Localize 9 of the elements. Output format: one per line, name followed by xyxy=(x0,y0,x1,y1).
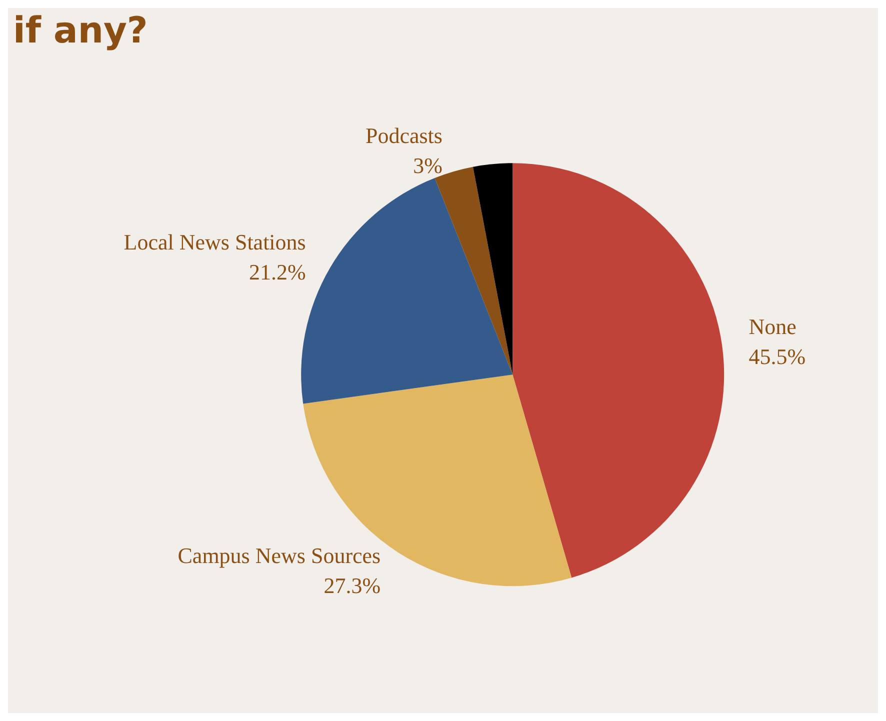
slice-label: Local News Stations xyxy=(124,230,306,255)
data-label: 27.3% xyxy=(324,573,381,598)
data-label: 45.5% xyxy=(748,344,806,370)
data-label: 3% xyxy=(413,152,442,178)
slice-label: None xyxy=(748,314,796,340)
slice-label: Campus News Sources xyxy=(178,543,381,568)
chart-title: if any? xyxy=(13,10,148,52)
data-label: 21.2% xyxy=(249,260,306,285)
slice-label: Podcasts xyxy=(365,122,442,148)
